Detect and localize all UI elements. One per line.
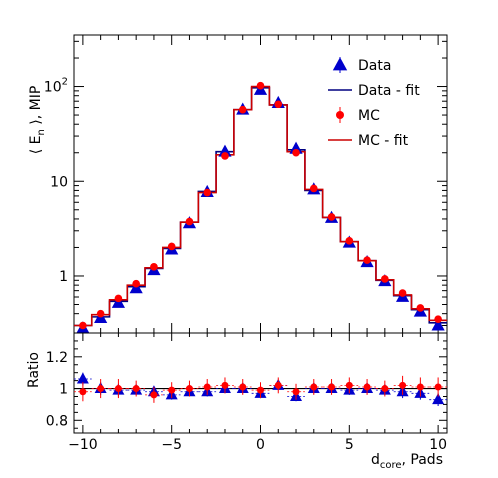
ratio-data-point <box>432 393 445 405</box>
main-axis-ticks <box>74 35 447 333</box>
mc-point <box>221 152 229 160</box>
ratio-mc-point <box>292 388 300 396</box>
x-tick-labels: −10 −5 0 5 10 <box>68 437 447 453</box>
ratio-mc-point <box>150 391 158 399</box>
main-y-tick-label-base: 10 <box>50 174 68 190</box>
mc-point <box>150 262 158 271</box>
x-axis-title-tail: , Pads <box>402 452 443 468</box>
ratio-mc-point <box>239 383 247 391</box>
mc-point <box>203 188 212 197</box>
legend-label: MC - fit <box>358 133 409 149</box>
ratio-mc-point <box>274 381 282 389</box>
x-axis-title: dcore, Pads <box>371 452 443 471</box>
main-y-tick-label: 10 <box>50 174 68 190</box>
ratio-mc-point <box>381 385 389 393</box>
x-tick-label: 10 <box>429 437 447 453</box>
x-tick-label: −10 <box>68 437 98 453</box>
ratio-mc-point <box>221 381 229 389</box>
mc-point <box>114 294 123 303</box>
mc-point <box>434 315 442 323</box>
data-point <box>431 318 445 331</box>
main-y-tick-label-base: 1 <box>59 269 68 285</box>
ratio-plot-panel: 0.8 1 1.2 −10 −5 0 5 10 Ratio dcore, Pads <box>26 332 448 471</box>
data-point <box>218 144 232 157</box>
ratio-mc-point <box>257 386 264 394</box>
ratio-mc-point <box>203 383 211 391</box>
x-axis-title-sub: core <box>380 460 402 471</box>
legend-label: Data - fit <box>358 83 420 99</box>
main-y-tick-label: 102 <box>44 77 68 96</box>
mc-point <box>292 148 300 157</box>
main-data-markers <box>76 81 445 334</box>
ratio-y-tick-label: 1 <box>59 382 68 398</box>
ratio-mc-point <box>168 386 176 394</box>
mc-point <box>96 309 105 318</box>
ratio-mc-point <box>310 383 318 391</box>
mc-point <box>79 321 87 330</box>
main-plot-frame <box>73 34 448 334</box>
mc-point <box>416 304 425 312</box>
legend: Data Data - fit MC MC - fit <box>328 57 420 149</box>
mc-point <box>238 105 247 114</box>
ratio-data-markers <box>74 372 447 407</box>
mc-point <box>185 217 194 226</box>
x-axis-title-main: d <box>371 452 380 468</box>
legend-label: MC <box>358 108 380 124</box>
ratio-mc-point <box>434 383 442 391</box>
ratio-y-tick-label: 1.2 <box>46 350 68 366</box>
x-tick-label: 5 <box>345 437 354 453</box>
ratio-y-tick-label: 0.8 <box>46 413 68 429</box>
x-tick-label: −5 <box>161 437 182 453</box>
ratio-mc-point <box>132 385 140 393</box>
ratio-mc-point <box>185 385 193 393</box>
main-y-axis-title: ⟨ En ⟩, MIP <box>28 86 47 155</box>
data-point <box>289 141 303 154</box>
ratio-data-point <box>76 372 89 384</box>
legend-label: Data <box>358 58 391 74</box>
ratio-mc-point <box>345 381 353 389</box>
mc-point <box>132 279 140 288</box>
main-y-tick-label-exp: 2 <box>62 77 68 88</box>
step-line-mc-fit <box>74 85 447 327</box>
ratio-y-axis-title: Ratio <box>26 352 42 388</box>
ratio-mc-point <box>79 388 87 396</box>
mc-point <box>309 184 318 193</box>
mc-point <box>274 100 283 109</box>
ratio-mc-point <box>328 383 336 391</box>
legend-circle-marker <box>336 111 344 119</box>
ratio-mc-point <box>114 385 122 393</box>
main-y-axis-title-sub: n <box>36 129 47 135</box>
ratio-mc-point <box>97 385 105 393</box>
main-y-axis-title-main: ⟨ E <box>28 136 44 155</box>
x-tick-label: 0 <box>256 437 265 453</box>
step-line-data-fit <box>74 86 447 327</box>
ratio-mc-point <box>363 383 371 391</box>
ratio-mc-point <box>416 383 424 391</box>
mc-point <box>363 256 371 264</box>
ratio-y-tick-labels: 0.8 1 1.2 <box>46 350 68 429</box>
mc-point <box>327 213 336 221</box>
mc-point <box>167 242 176 251</box>
mc-point <box>381 275 389 283</box>
mc-point <box>345 237 354 245</box>
main-y-tick-label-base: 10 <box>44 80 62 96</box>
ratio-mc-point <box>399 381 407 389</box>
main-fit-steps <box>74 85 447 327</box>
mc-point <box>256 81 265 90</box>
mc-point <box>398 289 407 297</box>
legend-triangle-marker <box>332 57 348 71</box>
main-y-axis-title-tail: ⟩, MIP <box>28 86 44 129</box>
main-y-tick-label: 1 <box>59 269 68 285</box>
